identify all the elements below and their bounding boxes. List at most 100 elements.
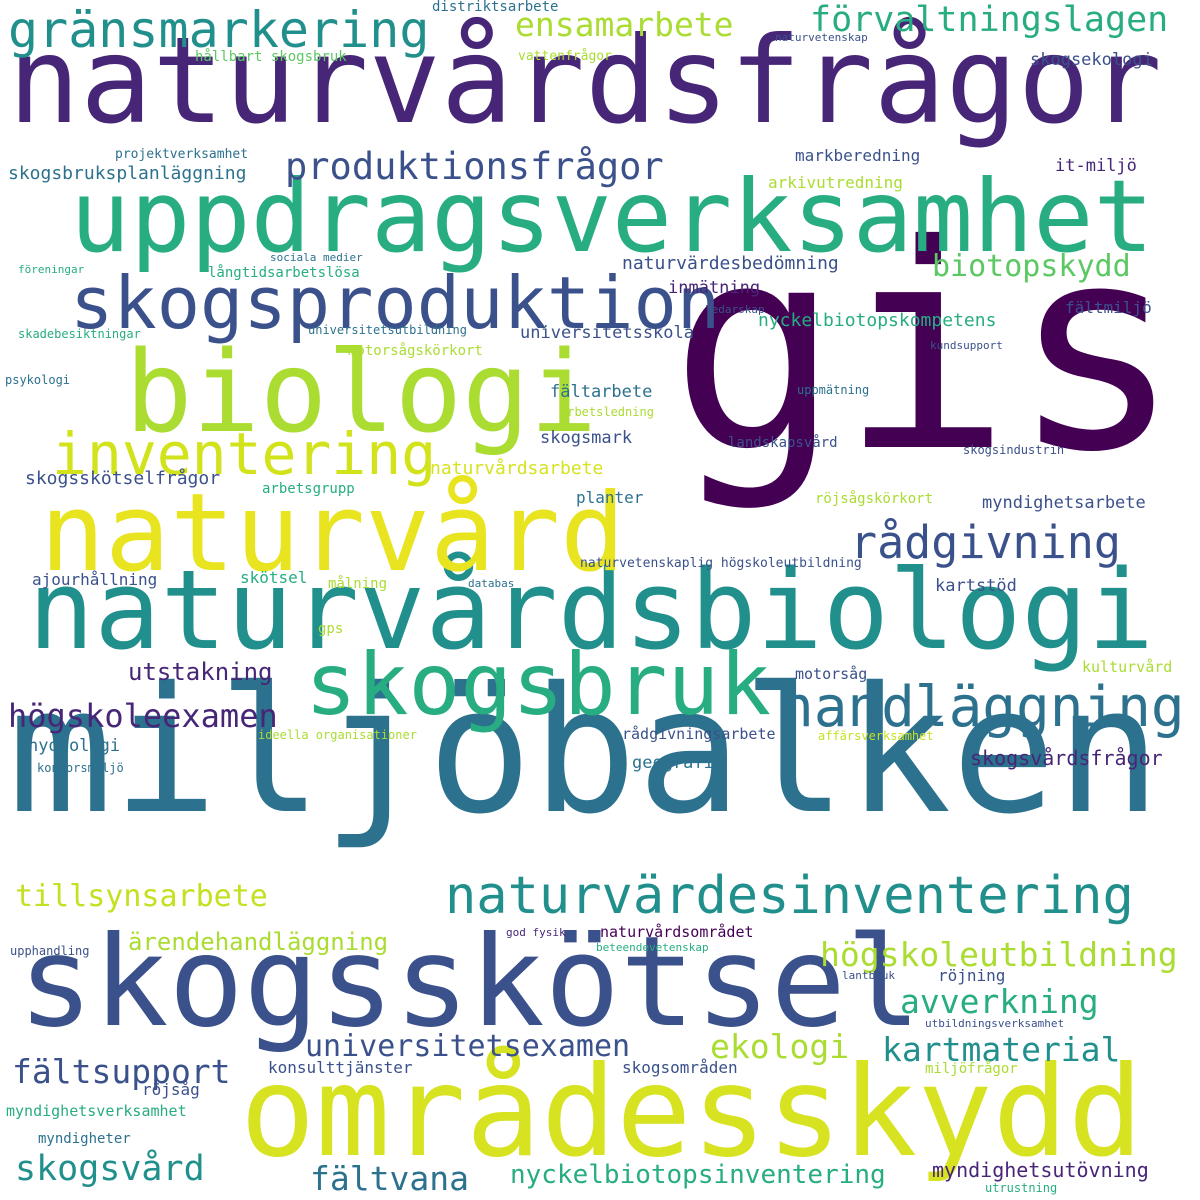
word-distriktsarbete: distriktsarbete (432, 0, 559, 15)
word-naturvardesbedomning: naturvärdesbedömning (622, 253, 839, 274)
word-avverkning: avverkning (900, 982, 1099, 1021)
word-projektverksamhet: projektverksamhet (115, 147, 249, 162)
word-gransmarkering: gränsmarkering (8, 1, 430, 59)
word-myndighetsverksamhet: myndighetsverksamhet (6, 1102, 187, 1120)
word-skogsbruk: skogsbruk (305, 635, 771, 735)
word-planter: planter (576, 488, 644, 507)
word-skogsomraden: skogsområden (622, 1058, 738, 1077)
word-god-fysik: god fysik (506, 926, 566, 939)
word-inmatning: inmätning (668, 278, 761, 298)
word-motorsag: motorsåg (795, 665, 868, 683)
word-produktionsfragor: produktionsfrågor (285, 145, 664, 188)
word-skadebesiktningar: skadebesiktningar (18, 327, 141, 341)
word-hallbart-skogsbruk: hållbart skogsbruk (195, 49, 347, 65)
word-malning: målning (328, 576, 388, 592)
word-naturvardsfragor: naturvårdsfrågor (8, 12, 1162, 151)
word-ideella-organisationer: ideella organisationer (258, 728, 417, 742)
word-skogsmark: skogsmark (540, 428, 633, 448)
word-gis: gis (670, 184, 1182, 514)
word-skotsel: skötsel (240, 568, 308, 587)
word-affarsverksamhet: affärsverksamhet (818, 729, 934, 743)
word-skogsskotsel: skogsskötsel (18, 910, 922, 1055)
word-forvaltningslagen: förvaltningslagen (810, 0, 1169, 40)
word-skogsindustrin: skogsindustrin (963, 443, 1065, 457)
word-handlaggning: handläggning (780, 675, 1185, 740)
word-naturvardsarbete: naturvårdsarbete (430, 458, 604, 479)
word-tillsynsarbete: tillsynsarbete (15, 879, 268, 914)
word-skogsbruksplanlaggning: skogsbruksplanläggning (8, 163, 247, 184)
word-naturvardsomradet: naturvårdsområdet (600, 923, 754, 941)
word-naturvardsbiologi: naturvårdsbiologi (28, 546, 1154, 674)
word-skogsskotselfragor: skogsskötselfrågor (25, 468, 221, 489)
word-geografi: geografi (632, 753, 714, 773)
word-naturvetenskap: naturvetenskap (775, 31, 868, 44)
word-utrustning: utrustning (985, 1181, 1058, 1195)
word-sociala-medier: sociala medier (270, 251, 363, 264)
word-faltmiljo: fältmiljö (1065, 298, 1152, 317)
word-rojsagskorkort: röjsågskörkort (815, 491, 934, 507)
word-skogsvard: skogsvård (15, 1149, 205, 1189)
word-naturvetenskaplig-hogskoleutbildning: naturvetenskaplig högskoleutbildning (580, 556, 862, 571)
word-hydrologi: hydrologi (28, 736, 121, 756)
word-psykologi: psykologi (5, 373, 71, 387)
word-omradesskydd: områdesskydd (240, 1040, 1144, 1185)
word-ledarskap: ledarskap (705, 303, 765, 316)
word-skogsvardsfragor: skogsvårdsfrågor (970, 746, 1163, 770)
word-naturvard: naturvård (40, 471, 626, 596)
word-databas: databas (468, 577, 515, 590)
word-lantbruk: lantbruk (842, 969, 895, 982)
word-myndigheter: myndigheter (38, 1131, 131, 1147)
word-gps: gps (318, 621, 344, 637)
word-faltvana: fältvana (310, 1159, 469, 1198)
word-arkivutredning: arkivutredning (768, 173, 903, 192)
word-universitetsutbildning: universitetsutbildning (308, 323, 467, 337)
word-faltsupport: fältsupport (12, 1052, 231, 1091)
word-kartstod: kartstöd (935, 576, 1017, 596)
word-nyckelbiotopsinventering: nyckelbiotopsinventering (510, 1160, 886, 1190)
word-hogskoleexamen: högskoleexamen (8, 697, 278, 735)
word-biologi: biologi (125, 328, 598, 458)
word-rojsag: röjsåg (142, 1080, 200, 1099)
word-myndighetsarbete: myndighetsarbete (982, 493, 1146, 513)
word-beteendevetenskap: beteendevetenskap (596, 941, 709, 954)
word-ekologi: ekologi (710, 1027, 850, 1066)
word-motorsagskorkort: motorsågskörkort (348, 343, 483, 359)
word-utstakning: utstakning (128, 658, 273, 686)
word-upphandling: upphandling (10, 944, 90, 958)
word-faltarbete: fältarbete (550, 382, 653, 402)
word-langtidsarbetslosa: långtidsarbetslösa (208, 265, 360, 281)
word-uppmatning: uppmätning (797, 383, 870, 397)
word-nyckelbiotopskompetens: nyckelbiotopskompetens (758, 310, 997, 331)
word-skogsekologi: skogsekologi (1030, 50, 1153, 70)
word-universitetsexamen: universitetsexamen (305, 1029, 631, 1064)
word-landskapsvard: landskapsvård (728, 435, 838, 451)
word-arbetsledning: arbetsledning (560, 405, 654, 419)
word-hogskoleutbildning: högskoleutbildning (820, 935, 1178, 974)
word-utbildningsverksamhet: utbildningsverksamhet (925, 1017, 1065, 1030)
word-naturvardesinventering: naturvärdesinventering (445, 866, 1134, 926)
word-markberedning: markberedning (795, 146, 921, 165)
word-miljofragor: miljöfrågor (925, 1061, 1018, 1077)
word-skogsproduktion: skogsproduktion (70, 261, 721, 345)
word-it-miljo: it-miljö (1055, 156, 1137, 176)
word-kontorsmiljo: kontorsmiljö (37, 761, 124, 775)
word-rojning: röjning (938, 966, 1006, 985)
word-kulturvard: kulturvård (1082, 658, 1173, 676)
word-kundsupport: kundsupport (930, 339, 1003, 352)
word-uppdragsverksamhet: uppdragsverksamhet (70, 158, 1154, 275)
word-vattenfragor: vattenfrågor (518, 49, 612, 64)
word-biotopskydd: biotopskydd (932, 249, 1131, 284)
word-ajourhallning: ajourhållning (32, 570, 158, 589)
word-arbetsgrupp: arbetsgrupp (262, 481, 355, 497)
word-radgivningsarbete: rådgivningsarbete (622, 725, 776, 743)
word-inventering: inventering (52, 420, 437, 488)
word-myndighetsutovning: myndighetsutövning (932, 1158, 1149, 1182)
word-miljobalken: miljöbalken (8, 650, 1162, 853)
word-kartmaterial: kartmaterial (882, 1030, 1121, 1069)
word-ensamarbete: ensamarbete (515, 5, 734, 44)
word-foreningar: föreningar (18, 263, 85, 276)
word-radgivning: rådgivning (850, 516, 1121, 569)
word-universitetsskola: universitetsskola (520, 323, 694, 343)
word-konsulttjanster: konsulttjänster (268, 1058, 413, 1077)
